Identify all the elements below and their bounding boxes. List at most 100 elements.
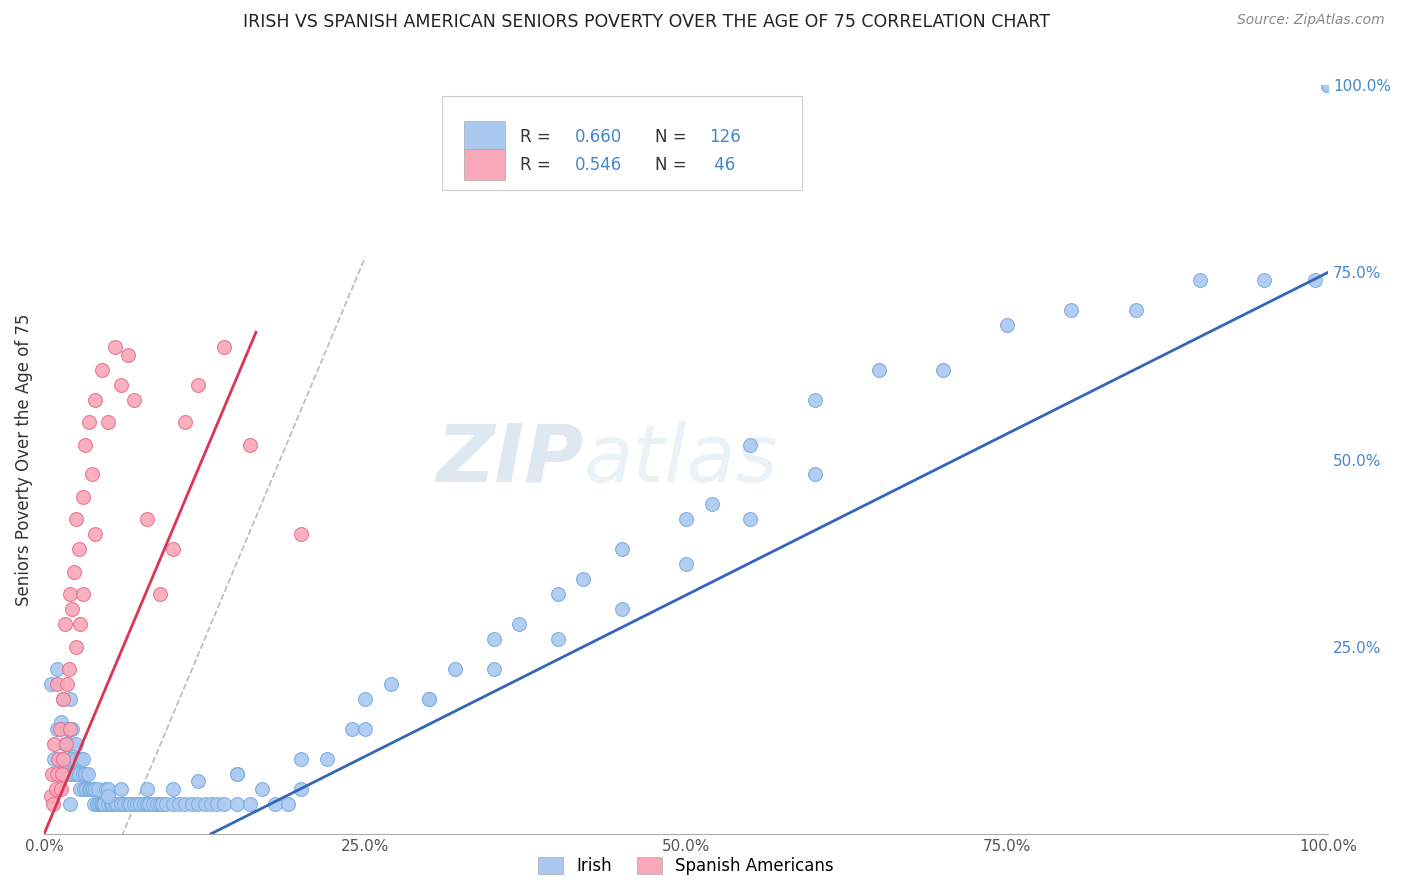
Point	[53, 737, 76, 751]
Point	[122, 392, 145, 407]
Point	[72, 587, 94, 601]
Point	[39, 789, 62, 804]
Point	[77, 781, 100, 796]
Point	[72, 752, 94, 766]
Point	[60, 602, 83, 616]
Point	[52, 692, 75, 706]
Point	[93, 797, 115, 811]
Point	[610, 602, 633, 616]
Point	[76, 781, 98, 796]
Point	[225, 767, 247, 781]
Point	[65, 737, 87, 751]
Point	[740, 437, 762, 451]
Point	[91, 797, 114, 811]
Point	[48, 767, 70, 781]
Point	[80, 467, 103, 482]
Point	[89, 797, 111, 811]
Text: N =: N =	[655, 156, 692, 174]
Point	[508, 617, 530, 632]
Point	[56, 677, 79, 691]
Point	[58, 662, 80, 676]
Point	[212, 340, 235, 354]
Point	[84, 392, 107, 407]
Point	[180, 797, 202, 811]
Point	[135, 797, 157, 811]
Point	[290, 781, 312, 796]
Point	[1317, 78, 1340, 93]
Point	[75, 767, 97, 781]
Point	[932, 362, 955, 376]
Point	[39, 677, 62, 691]
Point	[117, 348, 139, 362]
Point	[146, 797, 169, 811]
Point	[69, 781, 91, 796]
Point	[187, 377, 209, 392]
Point	[135, 781, 157, 796]
Point	[59, 797, 82, 811]
Point	[1303, 273, 1326, 287]
Point	[79, 781, 101, 796]
Point	[58, 752, 80, 766]
Point	[122, 797, 145, 811]
Point	[264, 797, 287, 811]
Legend: Irish, Spanish Americans: Irish, Spanish Americans	[531, 850, 841, 881]
Text: R =: R =	[520, 128, 557, 146]
FancyBboxPatch shape	[441, 96, 801, 190]
Point	[59, 722, 82, 736]
Point	[42, 797, 65, 811]
Point	[675, 512, 697, 526]
Point	[162, 781, 184, 796]
Point	[995, 318, 1018, 332]
Text: 46: 46	[709, 156, 735, 174]
Point	[675, 558, 697, 572]
Point	[547, 587, 569, 601]
Point	[149, 587, 172, 601]
Point	[51, 767, 73, 781]
Point	[418, 692, 440, 706]
Point	[90, 797, 112, 811]
Point	[252, 781, 274, 796]
Point	[572, 572, 595, 586]
Point	[59, 737, 82, 751]
Point	[150, 797, 173, 811]
Point	[67, 767, 90, 781]
Point	[46, 752, 69, 766]
Text: 126: 126	[709, 128, 741, 146]
Point	[84, 781, 107, 796]
Point	[60, 722, 83, 736]
Point	[1317, 78, 1340, 93]
Point	[125, 797, 148, 811]
Point	[48, 722, 70, 736]
Point	[56, 722, 79, 736]
Point	[82, 781, 104, 796]
Point	[1060, 302, 1083, 317]
Point	[110, 781, 132, 796]
Point	[46, 722, 69, 736]
Point	[194, 797, 217, 811]
Point	[238, 797, 260, 811]
Text: N =: N =	[655, 128, 692, 146]
Point	[149, 797, 172, 811]
Point	[740, 512, 762, 526]
Point	[52, 752, 75, 766]
Point	[225, 767, 247, 781]
Point	[134, 797, 156, 811]
Point	[97, 797, 120, 811]
Point	[55, 767, 77, 781]
Point	[67, 542, 90, 557]
Point	[62, 565, 84, 579]
Text: ZIP: ZIP	[436, 420, 583, 499]
FancyBboxPatch shape	[464, 121, 505, 153]
Point	[212, 797, 235, 811]
Point	[72, 767, 94, 781]
Point	[69, 752, 91, 766]
Point	[380, 677, 402, 691]
Point	[41, 767, 63, 781]
Point	[1317, 78, 1340, 93]
Point	[1317, 78, 1340, 93]
Point	[700, 498, 723, 512]
Point	[1253, 273, 1275, 287]
Point	[44, 752, 66, 766]
Point	[53, 617, 76, 632]
Point	[46, 767, 69, 781]
